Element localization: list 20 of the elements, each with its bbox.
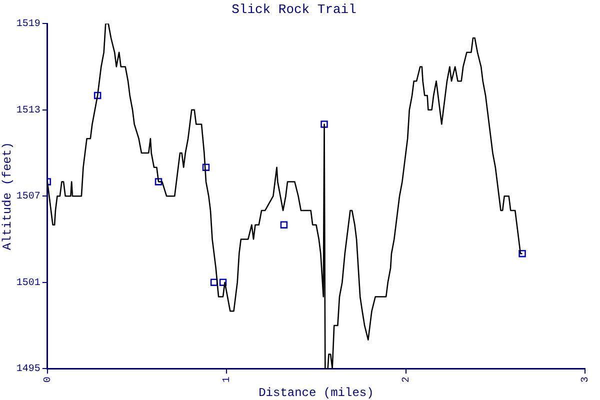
point xyxy=(320,120,328,128)
y-tick-label: 1495 xyxy=(16,364,40,376)
y-axis-title: Altitude (feet) xyxy=(0,142,14,250)
y-tick-label: 1507 xyxy=(16,192,40,203)
x-axis-title: Distance (miles) xyxy=(258,386,374,400)
point xyxy=(202,164,210,171)
chart-title: Slick Rock Trail xyxy=(232,2,357,18)
x-tick-label: 2 xyxy=(401,376,412,383)
y-tick-label: 1501 xyxy=(16,278,40,289)
point xyxy=(154,178,162,186)
point xyxy=(280,221,288,228)
point xyxy=(518,250,526,258)
x-tick-label: 0 xyxy=(43,376,54,383)
x-tick-label: 3 xyxy=(580,376,592,383)
point xyxy=(210,278,218,286)
y-tick-label: 1519 xyxy=(16,19,40,30)
point xyxy=(219,278,227,286)
point xyxy=(94,92,102,100)
y-tick-label: 1513 xyxy=(16,105,40,116)
x-tick-label: 1 xyxy=(222,376,234,383)
